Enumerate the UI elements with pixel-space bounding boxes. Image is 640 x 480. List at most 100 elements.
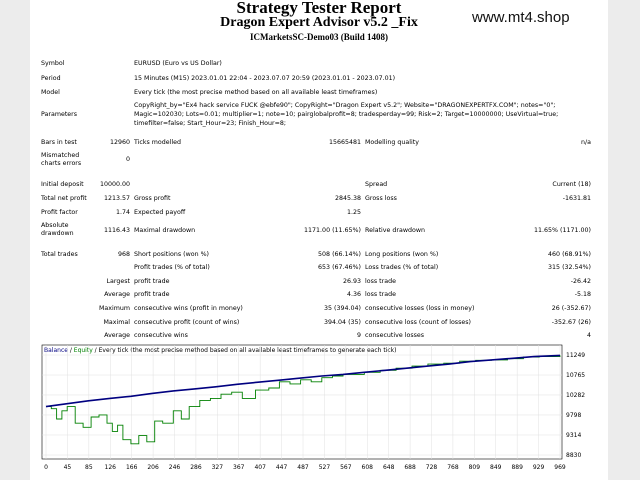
x-tick-label: 487 xyxy=(297,464,309,471)
gross-loss-value: -1631.81 xyxy=(562,195,591,202)
spread-value: Current (18) xyxy=(552,181,591,188)
x-tick-label: 889 xyxy=(511,464,523,471)
balance-chart-svg: Balance / Equity / Every tick (the most … xyxy=(41,344,585,471)
chart-legend: Balance / Equity / Every tick (the most … xyxy=(44,347,397,354)
y-tick-label: 10282 xyxy=(566,392,585,399)
model-value: Every tick (the most precise method base… xyxy=(134,89,378,96)
x-tick-label: 809 xyxy=(469,464,481,471)
x-tick-label: 407 xyxy=(254,464,266,471)
average-label: Average xyxy=(104,291,130,298)
abs-drawdown-label-1: Absolute xyxy=(41,222,69,229)
symbol-value: EURUSD (Euro vs US Dollar) xyxy=(134,60,222,67)
balance-chart: Balance / Equity / Every tick (the most … xyxy=(40,343,590,471)
gross-profit-label: Gross profit xyxy=(134,195,171,202)
gross-loss-label: Gross loss xyxy=(365,195,397,202)
x-tick-label: 367 xyxy=(233,464,245,471)
mismatch-value: 0 xyxy=(125,156,130,163)
ticks-label: Ticks modelled xyxy=(134,139,182,146)
x-tick-label: 849 xyxy=(490,464,502,471)
max-drawdown-label: Maximal drawdown xyxy=(134,227,196,234)
x-tick-label: 126 xyxy=(105,464,117,471)
avg-label: Average xyxy=(104,332,130,339)
y-tick-label: 9798 xyxy=(566,412,581,419)
x-tick-label: 768 xyxy=(447,464,459,471)
avg-cons-wins-label: consecutive wins xyxy=(134,332,188,339)
average-loss-label: loss trade xyxy=(365,291,396,298)
maximal-cons-profit-label: consecutive profit (count of wins) xyxy=(134,319,240,326)
max-drawdown-value: 1171.00 (11.65%) xyxy=(304,227,361,234)
quality-value: n/a xyxy=(581,139,591,146)
parameters-line-2: Magic=102030; Lots=0.01; multiplier=1; n… xyxy=(134,111,559,118)
x-tick-label: 85 xyxy=(85,464,93,471)
net-profit-label: Total net profit xyxy=(41,195,87,202)
expert-name: Dragon Expert Advisor v5.2 _Fix xyxy=(220,15,418,30)
total-trades-label: Total trades xyxy=(41,251,78,258)
x-tick-label: 929 xyxy=(533,464,545,471)
avg-cons-losses-label: consecutive losses xyxy=(365,332,425,339)
x-tick-label: 246 xyxy=(169,464,181,471)
gross-profit-value: 2845.38 xyxy=(334,195,361,202)
average-loss-value: -5.18 xyxy=(574,291,591,298)
expected-payoff-label: Expected payoff xyxy=(134,209,186,216)
spread-label: Spread xyxy=(365,181,388,188)
profit-factor-label: Profit factor xyxy=(41,209,78,216)
largest-profit-value: 26.93 xyxy=(342,278,361,285)
y-tick-label: 11249 xyxy=(566,352,585,359)
initial-deposit-value: 10000.00 xyxy=(99,181,130,188)
x-tick-label: 0 xyxy=(44,464,48,471)
loss-trades-label: Loss trades (% of total) xyxy=(365,264,439,271)
server-name: ICMarketsSC-Demo03 (Build 1408) xyxy=(250,32,388,42)
long-positions-value: 460 (68.91%) xyxy=(548,251,591,258)
parameters-line-1: CopyRight_by="Ex4 hack service FUCK @ebf… xyxy=(134,102,556,109)
maximal-cons-loss-label: consecutive loss (count of losses) xyxy=(365,319,471,326)
parameters-line-3: timefilter=false; Start_Hour=23; Finish_… xyxy=(134,120,287,127)
report-title: Strategy Tester Report xyxy=(236,0,402,17)
bars-label: Bars in test xyxy=(41,139,77,146)
model-label: Model xyxy=(41,89,60,96)
maximal-cons-profit-value: 394.04 (35) xyxy=(324,319,361,326)
x-tick-label: 688 xyxy=(404,464,416,471)
bars-value: 12960 xyxy=(109,139,130,146)
x-tick-label: 728 xyxy=(426,464,438,471)
x-tick-label: 327 xyxy=(212,464,224,471)
balance-line xyxy=(45,354,561,408)
period-label: Period xyxy=(41,75,61,82)
initial-deposit-label: Initial deposit xyxy=(41,181,84,188)
y-tick-label: 9314 xyxy=(566,432,581,439)
x-tick-label: 286 xyxy=(190,464,202,471)
legend-description: / Every tick (the most precise method ba… xyxy=(93,347,397,354)
legend-equity: Equity xyxy=(74,347,93,354)
max-cons-losses-label: consecutive losses (loss in money) xyxy=(365,305,475,312)
x-tick-label: 447 xyxy=(276,464,288,471)
y-tick-label: 8830 xyxy=(566,452,581,459)
total-trades-value: 968 xyxy=(117,251,130,258)
loss-trades-value: 315 (32.54%) xyxy=(548,264,591,271)
mismatch-label-1: Mismatched xyxy=(41,152,80,159)
avg-cons-losses-value: 4 xyxy=(586,332,591,339)
net-profit-value: 1213.57 xyxy=(103,195,130,202)
rel-drawdown-label: Relative drawdown xyxy=(365,227,425,234)
ticks-value: 15665481 xyxy=(328,139,361,146)
profit-trades-label: Profit trades (% of total) xyxy=(134,264,210,271)
long-positions-label: Long positions (won %) xyxy=(365,251,439,258)
x-tick-label: 45 xyxy=(64,464,72,471)
maximum-label: Maximum xyxy=(98,305,130,312)
largest-label: Largest xyxy=(106,278,130,285)
maximal-label: Maximal xyxy=(103,319,130,326)
max-cons-wins-value: 35 (394.04) xyxy=(324,305,361,312)
quality-label: Modelling quality xyxy=(365,139,419,146)
profit-factor-value: 1.74 xyxy=(115,209,130,216)
profit-trades-value: 653 (67.46%) xyxy=(318,264,361,271)
symbol-label: Symbol xyxy=(41,60,65,67)
watermark-text: www.mt4.shop xyxy=(472,9,570,26)
abs-drawdown-label-2: drawdown xyxy=(41,230,74,237)
average-profit-value: 4.36 xyxy=(346,291,361,298)
plot-frame xyxy=(41,344,563,460)
short-positions-label: Short positions (won %) xyxy=(134,251,210,258)
short-positions-value: 508 (66.14%) xyxy=(318,251,361,258)
parameters-label: Parameters xyxy=(41,111,78,118)
equity-line xyxy=(46,355,561,445)
average-profit-label: profit trade xyxy=(134,291,170,298)
maximal-cons-loss-value: -352.67 (26) xyxy=(551,319,591,326)
largest-loss-value: -26.42 xyxy=(570,278,591,285)
